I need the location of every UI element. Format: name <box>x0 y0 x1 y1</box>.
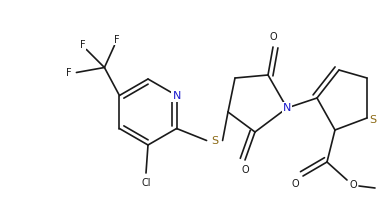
Text: S: S <box>211 136 218 145</box>
Text: N: N <box>283 103 291 113</box>
Text: Cl: Cl <box>141 178 151 188</box>
Text: O: O <box>291 179 299 189</box>
Text: N: N <box>172 90 181 101</box>
Text: O: O <box>269 32 277 42</box>
Text: O: O <box>241 165 249 175</box>
Text: S: S <box>369 115 377 125</box>
Text: F: F <box>80 40 85 49</box>
Text: F: F <box>114 34 119 44</box>
Text: F: F <box>66 68 71 77</box>
Text: O: O <box>349 180 357 190</box>
